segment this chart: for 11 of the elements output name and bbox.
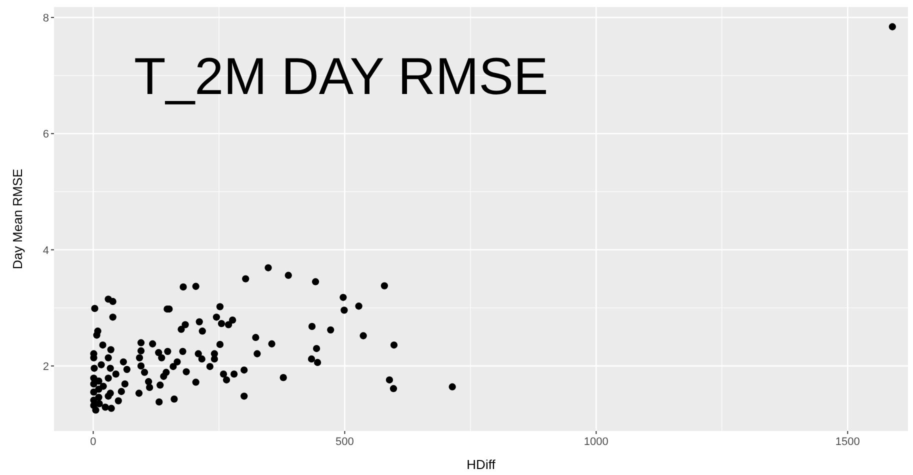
y-tick-label: 6 [42,128,49,141]
x-tick-label: 500 [336,436,354,448]
text: T_2M DAY RMSE [134,48,548,106]
x-tick-label: 0 [90,436,96,448]
x-tick-label: 1500 [835,436,860,448]
y-axis-title: Day Mean RMSE [10,168,25,270]
x-tick-label: 1000 [584,436,608,448]
y-tick-label: 4 [42,244,49,257]
x-axis-title: HDiff [466,457,496,472]
y-tick-label: 2 [42,360,49,373]
y-tick-label: 8 [42,12,49,24]
